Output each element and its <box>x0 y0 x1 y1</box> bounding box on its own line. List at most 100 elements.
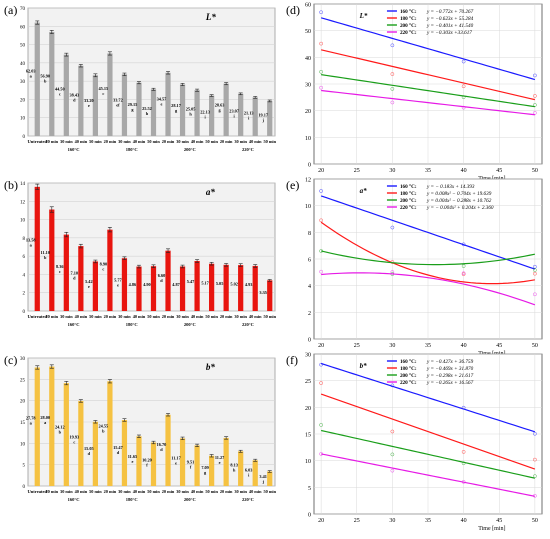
x-axis-label: Time [min] <box>478 526 505 532</box>
data-point <box>319 41 323 46</box>
data-label: 13.58 <box>26 237 36 242</box>
significance-letter: g <box>175 108 178 113</box>
y-tick-label: 20 <box>305 406 311 412</box>
legend-equation: y = −0.265x + 16.567 <box>426 380 474 386</box>
bar <box>223 437 229 486</box>
y-tick-label: 6 <box>23 255 26 260</box>
series-line <box>320 362 536 433</box>
series-line <box>320 221 535 285</box>
significance-letter: d <box>73 276 76 281</box>
x-tick-label: 40 <box>461 168 467 174</box>
data-label: 10.20 <box>142 458 152 463</box>
bar <box>78 65 84 136</box>
y-tick-label: 10 <box>20 442 26 447</box>
y-tick-label: 50 <box>20 44 26 49</box>
data-point <box>390 72 395 76</box>
data-label: 5.05 <box>216 281 224 286</box>
legend-entry: 200 °C: <box>400 372 417 379</box>
data-label: 28.00 <box>40 415 50 420</box>
data-point <box>319 423 323 427</box>
significance-letter: c <box>73 439 75 444</box>
significance-letter: h <box>189 111 192 116</box>
x-tick-label: 20 min <box>104 489 117 494</box>
x-tick-label: 50 min <box>263 139 276 144</box>
data-label: 5.17 <box>201 281 209 286</box>
x-tick-label: 30 <box>389 518 395 524</box>
legend-equation: y = −0.401x + 41.540 <box>426 22 474 29</box>
panel-label-c: (c) <box>4 353 17 367</box>
x-tick-label: 40 min <box>133 489 146 494</box>
significance-letter: a <box>30 421 33 426</box>
data-label: 4.87 <box>172 282 180 287</box>
significance-letter: c <box>102 266 104 271</box>
y-tick-label: 25 <box>20 378 26 383</box>
legend-entry: 200 °C: <box>400 197 417 204</box>
y-tick-label: 30 <box>305 83 311 89</box>
x-tick-label: 40 <box>461 518 467 524</box>
x-tick-label: 40 min <box>249 314 262 319</box>
x-tick-label: 20 min <box>220 314 233 319</box>
data-point <box>390 100 395 105</box>
chart-title: b* <box>206 362 216 372</box>
y-tick-label: 70 <box>20 7 26 12</box>
y-tick-label: 20 <box>305 109 311 115</box>
group-label: 200°C <box>184 322 196 327</box>
bar <box>92 261 98 311</box>
y-tick-label: 0 <box>23 135 26 140</box>
x-tick-label: 40 min <box>191 314 204 319</box>
series-line <box>320 195 536 270</box>
significance-letter: ef <box>116 102 120 107</box>
bar <box>209 95 215 136</box>
bar <box>150 266 157 311</box>
data-point <box>390 452 395 457</box>
data-point <box>461 271 466 276</box>
significance-letter: h <box>146 111 149 116</box>
y-tick-label: 30 <box>20 357 26 362</box>
x-tick-label: 30 min <box>234 489 247 494</box>
data-point <box>319 452 323 456</box>
data-label: 45.15 <box>99 86 109 91</box>
data-label: 23.07 <box>229 108 240 113</box>
chart-title: L* <box>359 12 368 20</box>
data-point <box>461 105 466 110</box>
significance-letter: b <box>44 79 47 84</box>
significance-letter: e <box>117 282 119 287</box>
bar <box>267 100 273 136</box>
y-tick-label: 30 <box>305 353 311 359</box>
line-chart-lightness: 010203040506020253035404550Time [min]L*1… <box>305 3 543 182</box>
y-tick-label: 60 <box>20 25 26 30</box>
data-point <box>461 242 466 247</box>
x-tick-label: 30 min <box>234 314 247 319</box>
bar <box>107 53 113 136</box>
legend-entry: 220 °C: <box>400 204 417 211</box>
x-tick-label: 20 min <box>220 489 233 494</box>
y-tick-label: 6 <box>308 258 311 264</box>
significance-letter: g <box>131 107 134 112</box>
legend-equation: y = −0.298x + 21.617 <box>426 373 474 379</box>
group-label: 220°C <box>242 497 254 502</box>
data-label: 5.42 <box>85 279 93 284</box>
legend-equation: y = − 0.183x + 14.393 <box>426 183 475 190</box>
x-tick-label: 20 <box>318 343 324 349</box>
series-line <box>320 429 536 479</box>
bar <box>165 72 171 136</box>
significance-letter: i <box>248 115 250 120</box>
y-tick-label: 5 <box>308 486 311 492</box>
data-point <box>390 383 395 388</box>
y-tick-label: 30 <box>20 80 26 85</box>
x-tick-label: 30 min <box>60 489 73 494</box>
legend-entry: 220 °C: <box>400 379 417 386</box>
data-label: 9.51 <box>187 459 195 464</box>
legend-entry: 160 °C: <box>400 8 417 15</box>
x-tick-label: 30 min <box>176 489 189 494</box>
y-tick-label: 14 <box>20 182 26 187</box>
data-point <box>461 405 466 410</box>
data-label: 19.93 <box>69 434 79 439</box>
significance-letter: c <box>59 269 61 274</box>
chart-title: b* <box>360 362 368 370</box>
data-point <box>319 218 323 223</box>
legend-equation: y = −0.427x + 36.759 <box>426 358 474 365</box>
significance-letter: j <box>261 479 264 484</box>
x-tick-label: 20 min <box>162 314 175 319</box>
